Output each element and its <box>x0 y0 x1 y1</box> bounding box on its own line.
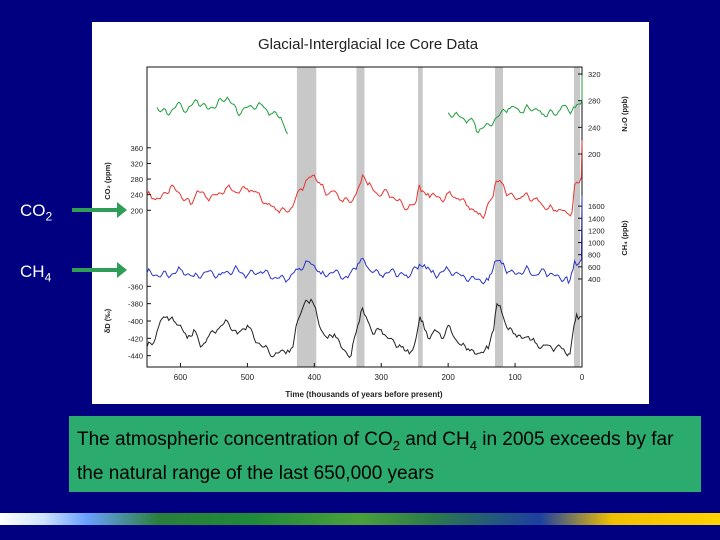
x-axis-label: Time (thousands of years before present) <box>285 390 443 399</box>
ch4-series-line <box>146 195 583 285</box>
n2o-tick-label: 240 <box>588 123 601 132</box>
dd-tick-label: -440 <box>128 352 143 361</box>
ch4-tick-label: 1200 <box>588 226 605 235</box>
dd-tick-label: -360 <box>128 282 143 291</box>
x-tick-label: 0 <box>580 373 585 382</box>
n2o-axis-title: N₂O (ppb) <box>620 96 629 132</box>
interglacial-band <box>356 67 365 367</box>
co2-tick-label: 240 <box>130 191 143 200</box>
co2-arrow <box>72 202 127 218</box>
co2-tick-label: 200 <box>130 206 143 215</box>
ice-core-figure: Glacial-Interglacial Ice Core Data 200 24… <box>92 22 649 404</box>
x-tick-label: 600 <box>174 373 188 382</box>
ch4-tick-label: 800 <box>588 251 601 260</box>
ch4-side-label: CH4 <box>20 262 52 285</box>
ch4-axis-title: CH₄ (ppb) <box>620 220 629 256</box>
dd-tick-label: -400 <box>128 317 143 326</box>
x-tick-label: 500 <box>241 373 255 382</box>
interglacial-band <box>495 67 504 367</box>
interglacial-band <box>296 67 317 367</box>
ch4-tick-label: 400 <box>588 275 601 284</box>
interglacial-band <box>573 67 580 367</box>
n2o-tick-label: 280 <box>588 97 601 106</box>
co2-side-label: CO2 <box>20 201 53 224</box>
x-tick-label: 400 <box>308 373 322 382</box>
ch4-tick-label: 1400 <box>588 214 605 223</box>
n2o-series-line <box>156 75 583 135</box>
x-tick-label: 200 <box>441 373 455 382</box>
dd-axis-title: δD (‰) <box>103 308 112 333</box>
dd-series-line <box>146 298 582 359</box>
co2-axis-title: CO₂ (ppm) <box>103 162 112 200</box>
n2o-tick-label: 200 <box>588 150 601 159</box>
ice-core-chart: Glacial-Interglacial Ice Core Data 200 24… <box>103 36 629 399</box>
co2-series-line <box>146 140 583 220</box>
ch4-tick-label: 1000 <box>588 239 605 248</box>
ch4-arrow <box>72 262 127 278</box>
co2-tick-label: 280 <box>130 175 143 184</box>
chart-title: Glacial-Interglacial Ice Core Data <box>258 36 479 53</box>
ch4-tick-label: 1600 <box>588 202 605 211</box>
x-tick-label: 300 <box>375 373 389 382</box>
x-tick-label: 100 <box>508 373 522 382</box>
co2-tick-label: 360 <box>130 144 143 153</box>
dd-tick-label: -420 <box>128 334 143 343</box>
footer-gradient-bar <box>0 513 720 525</box>
caption-box: The atmospheric concentration of CO2 and… <box>69 416 701 492</box>
ch4-tick-label: 600 <box>588 263 601 272</box>
n2o-tick-label: 320 <box>588 70 601 79</box>
interglacial-band <box>418 67 423 367</box>
co2-tick-label: 320 <box>130 159 143 168</box>
dd-tick-label: -380 <box>128 300 143 309</box>
